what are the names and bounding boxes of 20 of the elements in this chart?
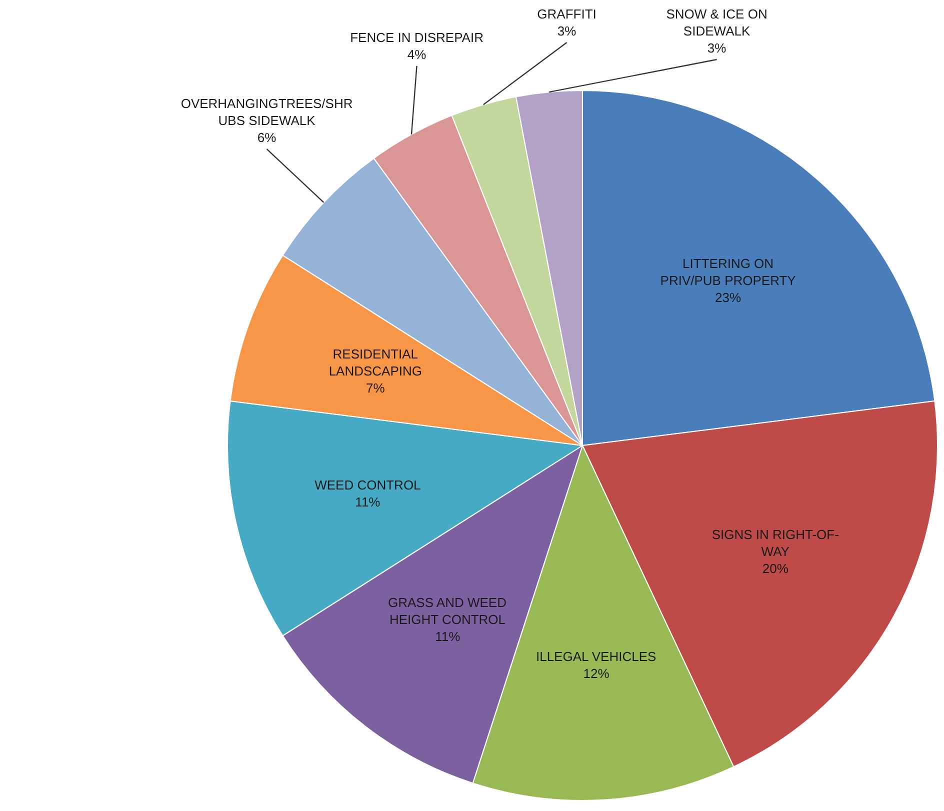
data-label: 11% xyxy=(435,628,461,644)
data-label: 12% xyxy=(583,666,610,682)
data-label: 3% xyxy=(557,24,577,38)
data-label: 20% xyxy=(762,561,789,576)
slice-label: WEED CONTROL xyxy=(314,478,421,493)
slice-label: GRAFFITI xyxy=(537,6,596,22)
slice-label: GRASS AND WEED HEIGHT CONTROL xyxy=(388,594,506,627)
data-label: 4% xyxy=(407,46,427,62)
data-label: 23% xyxy=(715,290,742,305)
slice-label: RESIDENTIAL LANDSCAPING xyxy=(328,346,422,378)
slice-label: ILLEGAL VEHICLES xyxy=(536,649,656,664)
slice-label: SIGNS IN RIGHT-OF-WAY xyxy=(712,527,839,560)
data-label: 7% xyxy=(366,380,386,396)
data-label: 3% xyxy=(707,40,727,56)
slice-label: FENCE IN DISREPAIR xyxy=(350,30,484,45)
data-label: 11% xyxy=(355,494,381,510)
slice-label: LITTERING ON PRIV/PUB PROPERTY xyxy=(660,256,796,288)
data-label: 6% xyxy=(257,130,277,146)
slice-label: SNOW & ICE ON SIDEWALK xyxy=(666,6,768,38)
slice-label: OVERHANGINGTREES/SHRUBS SIDEWALK xyxy=(180,96,353,128)
